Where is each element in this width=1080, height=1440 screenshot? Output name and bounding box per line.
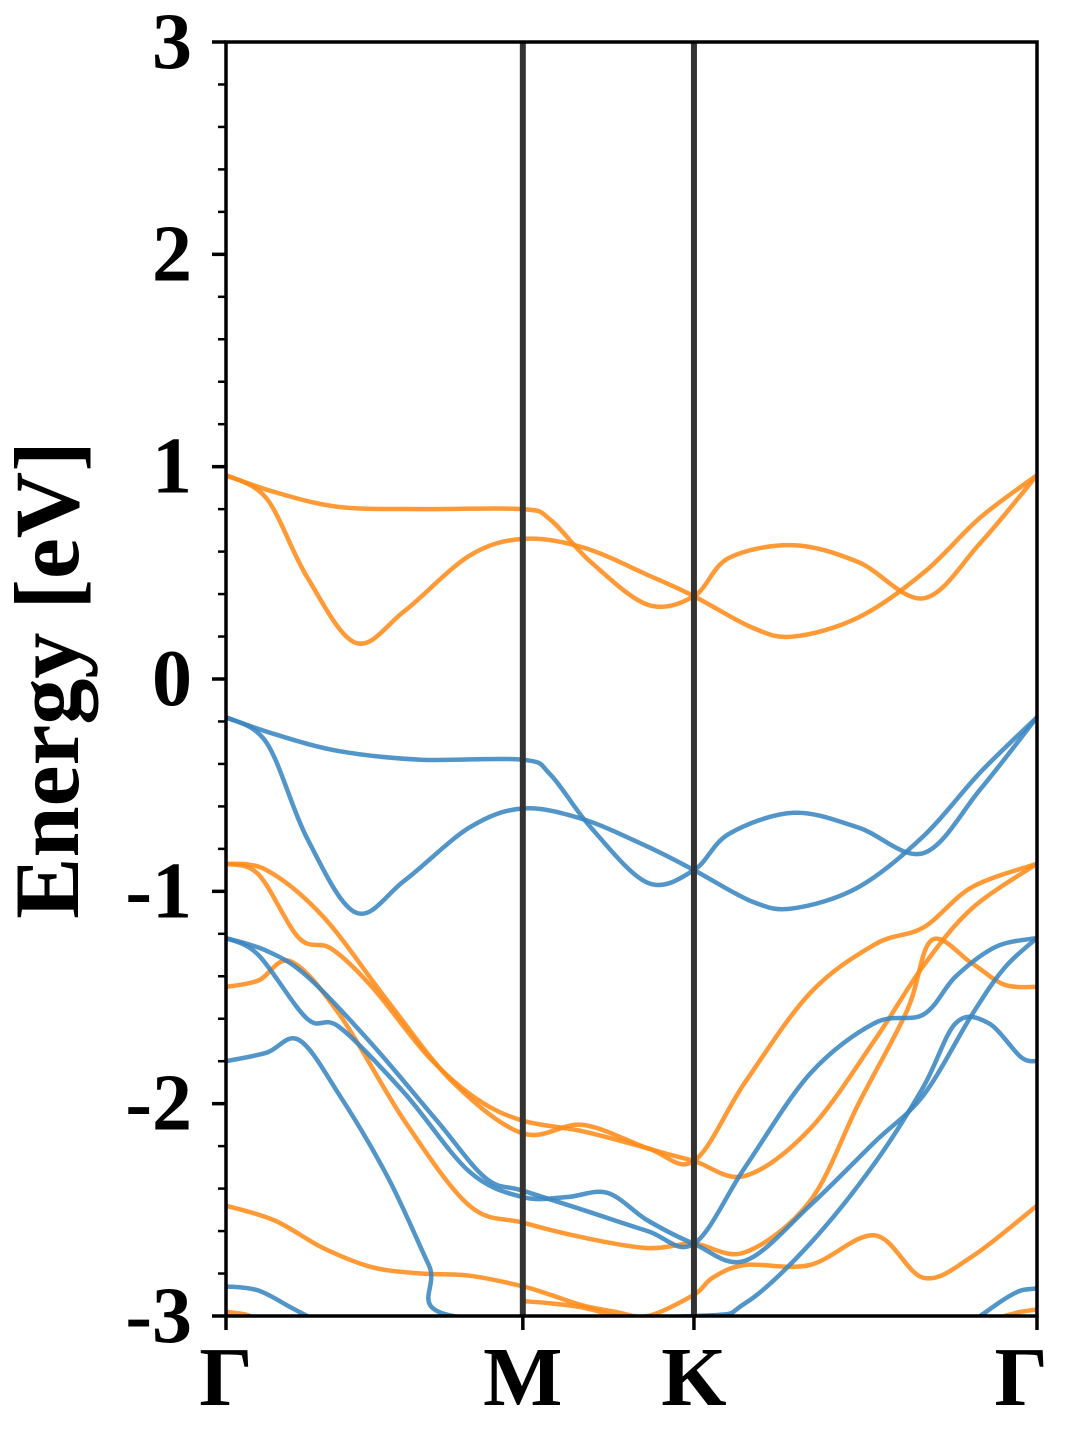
y-tick-label: 3 bbox=[152, 0, 192, 86]
valence-band-12 bbox=[977, 1286, 1037, 1316]
conduction-band-14 bbox=[520, 1298, 618, 1316]
valence-band-11 bbox=[226, 1284, 310, 1316]
y-tick-label: -3 bbox=[125, 1272, 192, 1360]
conduction-band-1 bbox=[226, 472, 1037, 647]
plot-frame bbox=[224, 40, 1039, 1318]
conduction-band-4 bbox=[226, 861, 1037, 1167]
x-tick-label-M: M bbox=[483, 1331, 562, 1424]
valence-band-3 bbox=[226, 714, 1037, 917]
conduction-band-6 bbox=[226, 936, 1037, 1257]
y-tick-label: 1 bbox=[152, 423, 192, 511]
y-axis-label: Energy [eV] bbox=[0, 441, 98, 919]
x-tick-label-K: K bbox=[661, 1331, 726, 1424]
band-lines bbox=[226, 472, 1037, 1316]
y-tick-label: 0 bbox=[152, 635, 192, 723]
valence-band-8 bbox=[226, 935, 1037, 1250]
y-tick-label: -2 bbox=[125, 1060, 192, 1148]
conduction-band-5 bbox=[226, 861, 1037, 1180]
valence-band-2 bbox=[226, 714, 1037, 888]
x-tick-label-Γ: Γ bbox=[995, 1331, 1048, 1424]
tick-labels: -3 -2 -1 0 1 2 3 Γ M K Γ bbox=[125, 0, 1048, 1424]
y-tick-label: 2 bbox=[152, 210, 192, 298]
y-tick-label: -1 bbox=[125, 847, 192, 935]
x-tick-label-Γ: Γ bbox=[199, 1331, 252, 1424]
axes bbox=[212, 40, 1039, 1330]
conduction-band-7 bbox=[226, 1203, 1037, 1316]
conduction-band-0 bbox=[226, 472, 1037, 610]
high-symmetry-lines bbox=[519, 42, 697, 1316]
valence-band-9 bbox=[226, 935, 1037, 1265]
